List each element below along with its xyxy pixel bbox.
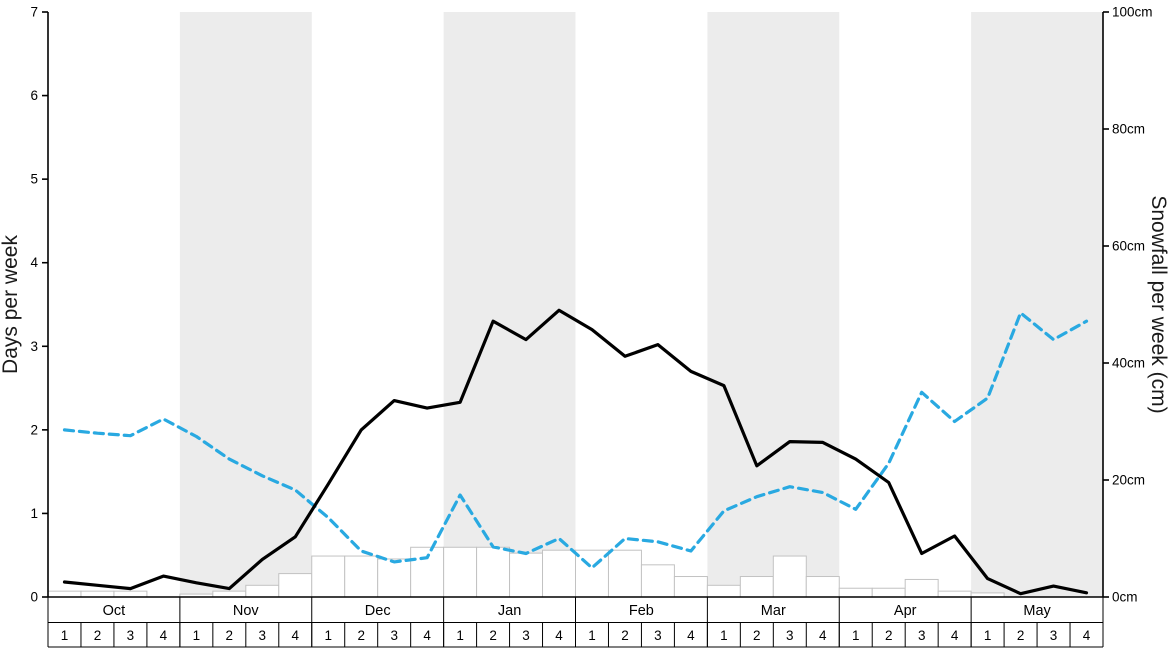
month-band-jan <box>443 12 576 597</box>
days-per-week-black-solid-series <box>62 308 1089 596</box>
week-label: 4 <box>555 628 563 643</box>
right-axis-tick-label: 20cm <box>1112 473 1145 488</box>
snowfall-bar <box>838 587 873 598</box>
left-axis-title: Days per week <box>0 235 22 374</box>
snowfall-bar <box>871 587 906 598</box>
week-label: 4 <box>1083 628 1091 643</box>
week-label: 2 <box>753 628 761 643</box>
snowfall-bar <box>575 549 609 598</box>
snowfall-bar <box>476 546 511 598</box>
week-label: 2 <box>1017 628 1025 643</box>
left-axis-tick-label: 3 <box>30 339 38 354</box>
week-label: 2 <box>489 628 497 643</box>
month-label: Jan <box>498 603 521 619</box>
left-axis-tick-label: 2 <box>30 422 38 437</box>
week-label: 1 <box>984 628 992 643</box>
month-label: Mar <box>761 603 786 619</box>
snowfall-bar <box>805 576 840 598</box>
snowfall-bar <box>212 590 247 598</box>
week-label: 1 <box>193 628 201 643</box>
left-axis-tick-label: 1 <box>30 506 38 521</box>
right-axis-tick-label: 100cm <box>1112 5 1153 20</box>
week-label: 2 <box>94 628 102 643</box>
week-label: 3 <box>259 628 267 643</box>
snowfall-bar <box>245 584 280 598</box>
week-label: 4 <box>423 628 431 643</box>
month-label: Feb <box>629 603 654 619</box>
week-label: 2 <box>621 628 629 643</box>
month-label: Nov <box>233 603 260 619</box>
month-band-may <box>971 12 1104 597</box>
month-band-nov <box>179 12 312 597</box>
month-label: Apr <box>894 603 917 619</box>
snowfall-bar <box>542 549 577 598</box>
snowfall-bar <box>706 584 741 598</box>
week-label: 3 <box>522 628 530 643</box>
month-band-mar <box>707 12 840 597</box>
days-per-week-blue-dashed-series <box>62 311 1089 570</box>
snowfall-bar <box>80 590 115 598</box>
week-label: 4 <box>160 628 168 643</box>
left-axis-tick-label: 6 <box>30 88 38 103</box>
week-label: 2 <box>357 628 365 643</box>
week-label: 3 <box>127 628 135 643</box>
snowfall-bar <box>113 590 148 598</box>
week-label: 3 <box>1050 628 1058 643</box>
right-axis-tick-label: 0cm <box>1112 590 1138 605</box>
snowfall-bar <box>509 552 544 598</box>
week-label: 3 <box>786 628 794 643</box>
month-label: May <box>1023 603 1051 619</box>
left-axis-tick-label: 0 <box>30 590 38 605</box>
month-label: Dec <box>365 603 391 619</box>
week-label: 3 <box>918 628 926 643</box>
right-axis-tick-label: 40cm <box>1112 356 1145 371</box>
snowfall-bar <box>377 558 412 598</box>
right-axis-tick-label: 80cm <box>1112 122 1145 137</box>
week-label: 1 <box>852 628 860 643</box>
week-label: 1 <box>720 628 728 643</box>
snowfall-bar <box>640 564 675 598</box>
snowfall-bar <box>673 576 708 598</box>
week-label: 3 <box>390 628 398 643</box>
right-axis-title: Snowfall per week (cm) <box>1147 195 1168 413</box>
snowfall-bar <box>904 578 939 598</box>
snowfall-bar <box>607 549 642 598</box>
left-axis-tick-label: 7 <box>30 5 38 20</box>
week-label: 4 <box>819 628 827 643</box>
week-label: 2 <box>885 628 893 643</box>
snowfall-bar <box>344 555 379 598</box>
week-label: 4 <box>292 628 300 643</box>
week-label: 1 <box>61 628 69 643</box>
left-axis-tick-label: 4 <box>30 255 38 270</box>
left-axis-tick-label: 5 <box>30 172 38 187</box>
week-label: 4 <box>687 628 695 643</box>
week-label: 4 <box>951 628 959 643</box>
week-label: 1 <box>324 628 332 643</box>
week-label: 2 <box>226 628 234 643</box>
snowfall-bar <box>772 555 807 598</box>
right-axis-tick-label: 60cm <box>1112 239 1145 254</box>
week-label: 1 <box>456 628 464 643</box>
snowfall-bar <box>443 546 478 598</box>
month-label: Oct <box>103 603 126 619</box>
week-label: 3 <box>654 628 662 643</box>
snowfall-bar <box>47 590 82 598</box>
snowfall-bar <box>278 573 313 598</box>
snowfall-bar <box>739 576 774 598</box>
snowfall-bar <box>311 555 346 598</box>
snowfall-bar <box>937 590 972 598</box>
week-label: 1 <box>588 628 596 643</box>
